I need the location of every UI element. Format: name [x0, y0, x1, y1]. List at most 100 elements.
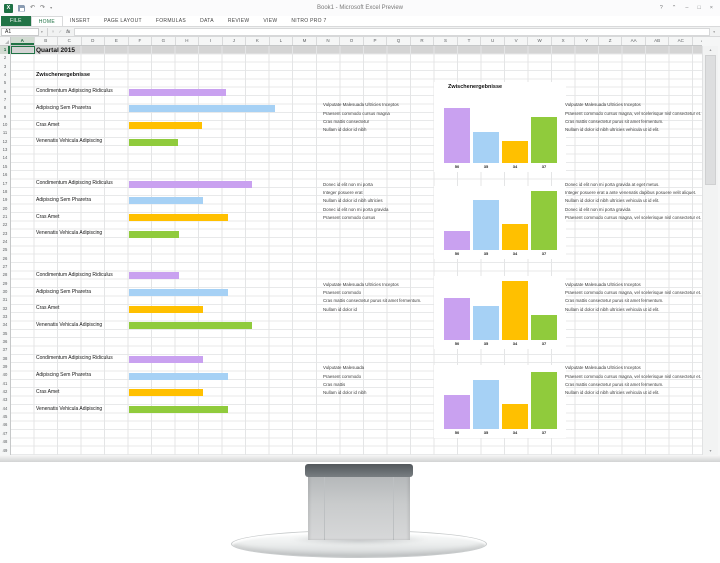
column-header-d[interactable]: D	[82, 37, 106, 45]
row-header-14[interactable]: 14	[2, 155, 8, 161]
row-header-22[interactable]: 22	[2, 222, 8, 228]
row-header-2[interactable]: 2	[3, 55, 7, 61]
vertical-scrollbar[interactable]: ▲ ▼	[702, 46, 718, 455]
row-header-49[interactable]: 49	[2, 447, 8, 453]
name-box[interactable]: A1	[1, 27, 39, 36]
ribbon-tab-insert[interactable]: INSERT	[69, 18, 91, 24]
ribbon-tab-review[interactable]: REVIEW	[227, 18, 250, 24]
column-header-j[interactable]: J	[223, 37, 247, 45]
ribbon-tab-data[interactable]: DATA	[200, 18, 214, 24]
row-header-20[interactable]: 20	[2, 205, 8, 211]
row-header-32[interactable]: 32	[2, 305, 8, 311]
column-header-l[interactable]: L	[270, 37, 294, 45]
undo-icon[interactable]: ↶	[30, 5, 36, 11]
row-header-35[interactable]: 35	[2, 330, 8, 336]
column-header-s[interactable]: S	[434, 37, 458, 45]
row-header-15[interactable]: 15	[2, 163, 8, 169]
row-header-31[interactable]: 31	[2, 297, 8, 303]
ribbon-tab-file[interactable]: FILE	[1, 16, 31, 26]
row-header-23[interactable]: 23	[2, 230, 8, 236]
column-header-h[interactable]: H	[176, 37, 200, 45]
formula-input[interactable]	[74, 27, 711, 36]
column-header-n[interactable]: N	[317, 37, 341, 45]
row-header-19[interactable]: 19	[2, 197, 8, 203]
column-header-y[interactable]: Y	[575, 37, 599, 45]
column-header-q[interactable]: Q	[387, 37, 411, 45]
row-header-39[interactable]: 39	[2, 364, 8, 370]
minimize-icon[interactable]: –	[685, 5, 689, 11]
column-header-a[interactable]: A	[11, 37, 35, 45]
row-header-7[interactable]: 7	[3, 97, 7, 103]
row-header-37[interactable]: 37	[2, 347, 8, 353]
column-header-aa[interactable]: AA	[622, 37, 646, 45]
scroll-down-icon[interactable]: ▼	[708, 449, 713, 453]
grid[interactable]: Quartal 2015 Zwischenergebnisse Zwischener…	[11, 46, 702, 455]
row-header-41[interactable]: 41	[2, 380, 8, 386]
column-header-ad[interactable]: AD	[693, 37, 702, 45]
row-header-21[interactable]: 21	[2, 213, 8, 219]
column-header-m[interactable]: M	[293, 37, 317, 45]
row-header-44[interactable]: 44	[2, 405, 8, 411]
select-all-corner[interactable]	[0, 37, 11, 46]
row-header-17[interactable]: 17	[2, 180, 8, 186]
row-header-46[interactable]: 46	[2, 422, 8, 428]
row-header-12[interactable]: 12	[2, 138, 8, 144]
column-header-r[interactable]: R	[411, 37, 435, 45]
ribbon-tab-nitro-pro-7[interactable]: NITRO PRO 7	[291, 18, 327, 24]
row-header-4[interactable]: 4	[3, 72, 7, 78]
column-header-i[interactable]: I	[199, 37, 223, 45]
row-header-45[interactable]: 45	[2, 414, 8, 420]
ribbon-tab-home[interactable]: HOME	[30, 16, 63, 26]
restore-icon[interactable]: □	[697, 5, 701, 11]
row-header-25[interactable]: 25	[2, 247, 8, 253]
column-header-f[interactable]: F	[129, 37, 153, 45]
ribbon-tab-view[interactable]: VIEW	[263, 18, 278, 24]
row-header-3[interactable]: 3	[3, 63, 7, 69]
ribbon-tab-formulas[interactable]: FORMULAS	[155, 18, 187, 24]
column-header-ac[interactable]: AC	[669, 37, 693, 45]
column-header-ab[interactable]: AB	[646, 37, 670, 45]
column-header-o[interactable]: O	[340, 37, 364, 45]
column-header-p[interactable]: P	[364, 37, 388, 45]
row-header-38[interactable]: 38	[2, 355, 8, 361]
help-icon[interactable]: ?	[659, 5, 663, 11]
row-header-43[interactable]: 43	[2, 397, 8, 403]
row-header-13[interactable]: 13	[2, 147, 8, 153]
redo-icon[interactable]: ↷	[40, 5, 46, 11]
column-header-z[interactable]: Z	[599, 37, 623, 45]
row-header-28[interactable]: 28	[2, 272, 8, 278]
row-header-9[interactable]: 9	[3, 113, 7, 119]
row-header-48[interactable]: 48	[2, 439, 8, 445]
ribbon-tab-page-layout[interactable]: PAGE LAYOUT	[104, 18, 142, 24]
row-header-8[interactable]: 8	[3, 105, 7, 111]
row-header-33[interactable]: 33	[2, 314, 8, 319]
excel-app-icon[interactable]: X	[4, 3, 13, 13]
row-header-29[interactable]: 29	[2, 280, 8, 286]
row-header-24[interactable]: 24	[2, 238, 8, 244]
column-header-e[interactable]: E	[105, 37, 129, 45]
cancel-icon[interactable]: ×	[51, 29, 55, 34]
row-header-16[interactable]: 16	[2, 172, 8, 178]
row-header-34[interactable]: 34	[2, 322, 8, 328]
column-header-b[interactable]: B	[35, 37, 59, 45]
row-header-27[interactable]: 27	[2, 263, 8, 269]
close-icon[interactable]: ×	[709, 5, 713, 11]
row-header-36[interactable]: 36	[2, 339, 8, 345]
formula-expand-icon[interactable]: ▾	[713, 29, 715, 34]
row-header-47[interactable]: 47	[2, 430, 8, 436]
row-header-11[interactable]: 11	[2, 130, 8, 136]
row-header-5[interactable]: 5	[3, 80, 7, 86]
row-header-1[interactable]: 1	[0, 46, 10, 55]
row-header-40[interactable]: 40	[2, 372, 8, 378]
enter-icon[interactable]: ✓	[58, 28, 63, 34]
scroll-up-icon[interactable]: ▲	[708, 48, 713, 52]
row-header-10[interactable]: 10	[2, 122, 8, 128]
column-header-u[interactable]: U	[481, 37, 505, 45]
column-header-w[interactable]: W	[528, 37, 552, 45]
column-header-c[interactable]: C	[58, 37, 82, 45]
row-header-6[interactable]: 6	[3, 88, 7, 94]
ribbon-options-icon[interactable]: ⌃	[671, 5, 677, 11]
row-header-26[interactable]: 26	[2, 255, 8, 261]
name-box-dropdown-icon[interactable]: ▾	[41, 29, 43, 34]
active-cell-a1[interactable]	[11, 46, 35, 55]
